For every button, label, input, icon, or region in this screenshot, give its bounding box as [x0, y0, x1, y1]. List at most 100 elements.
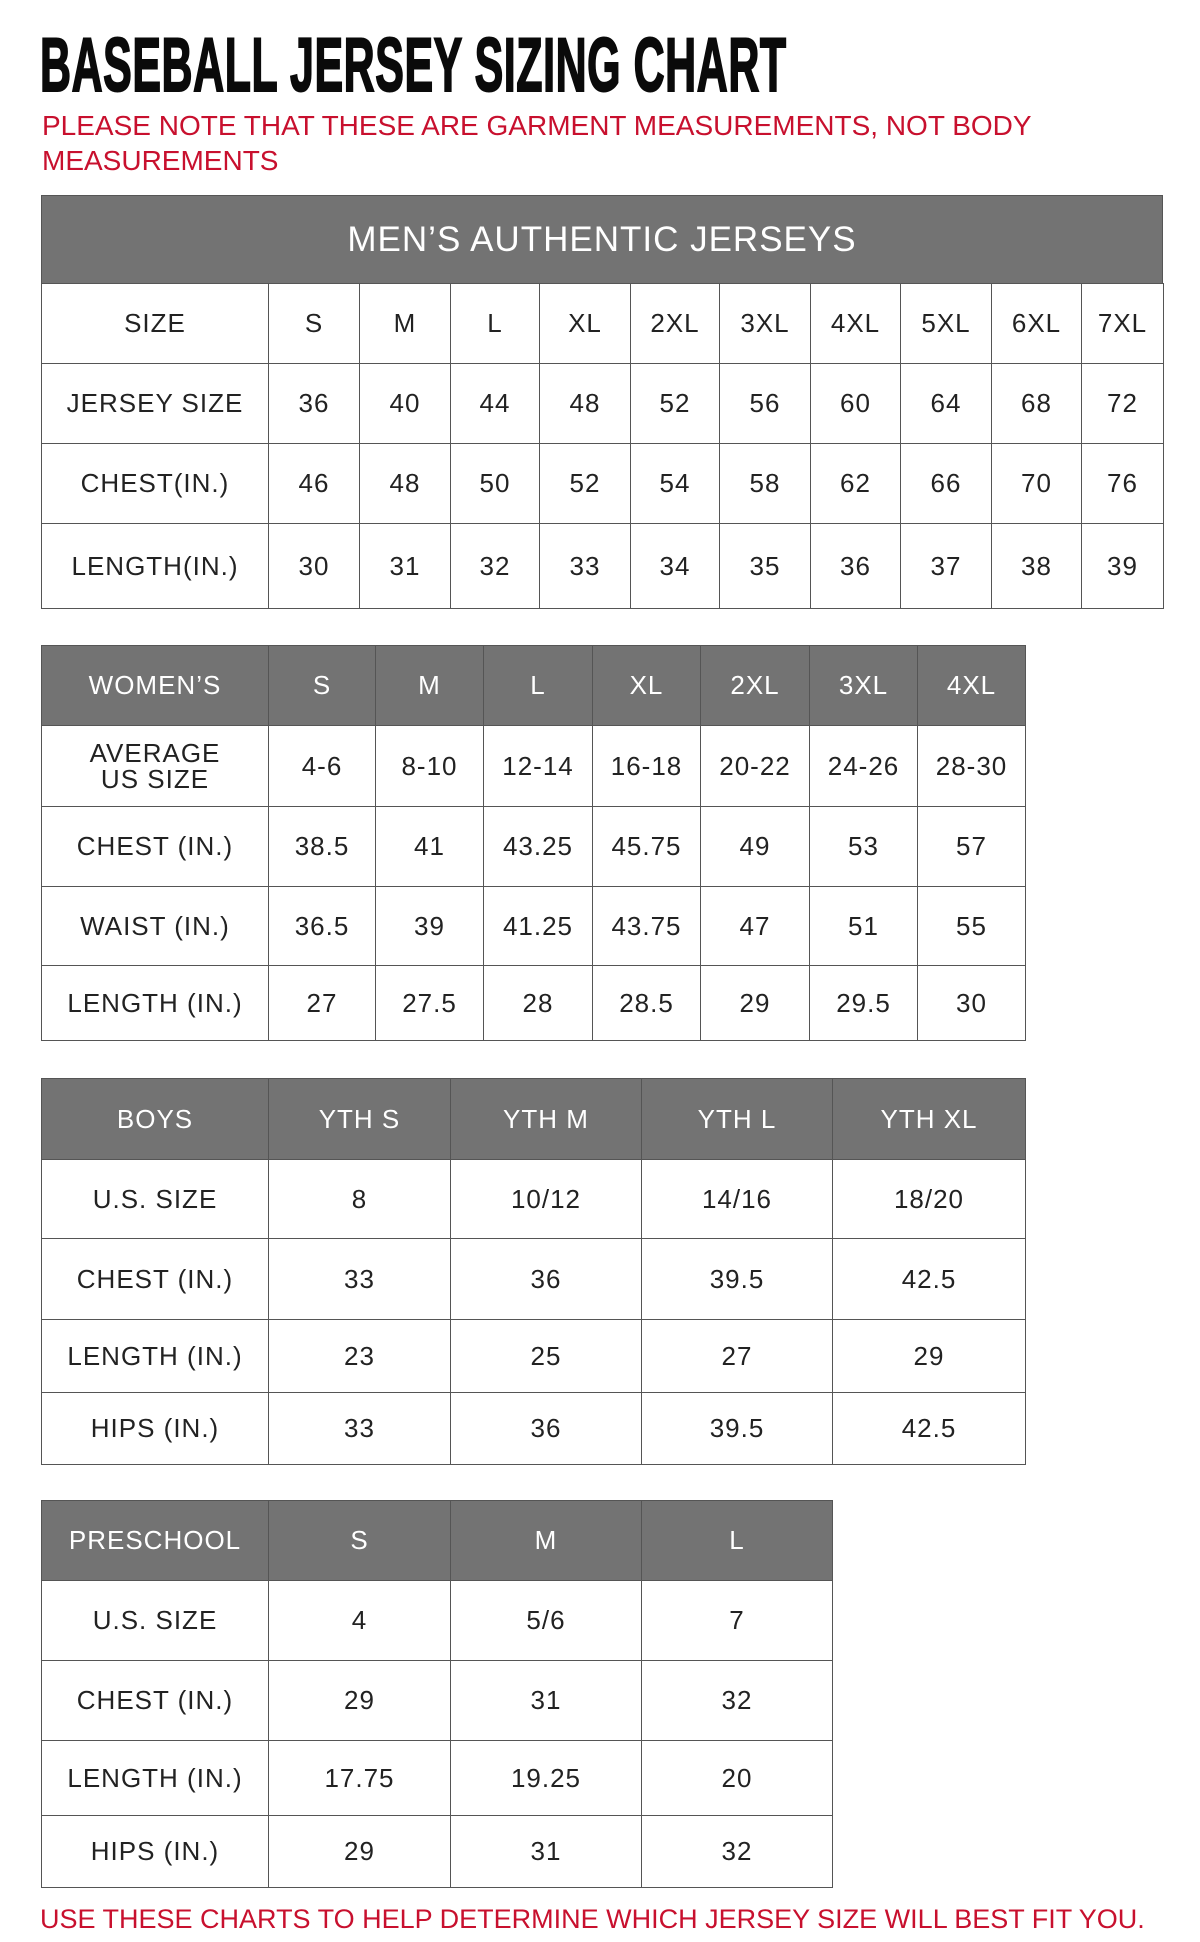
value-cell: 17.75 [268, 1740, 451, 1816]
value-cell: 60 [810, 363, 901, 444]
size-header-cell: 4XL [917, 645, 1026, 726]
value-cell: 48 [539, 363, 631, 444]
size-header-cell: 4XL [810, 283, 901, 364]
value-cell: 35 [719, 523, 811, 609]
value-cell: 39 [375, 886, 484, 966]
row-label-cell: LENGTH (IN.) [41, 965, 269, 1041]
value-cell: 32 [641, 1660, 833, 1741]
row-label-cell: JERSEY SIZE [41, 363, 269, 444]
value-cell: 24-26 [809, 725, 918, 807]
value-cell: 72 [1081, 363, 1164, 444]
size-header-cell: L [641, 1500, 833, 1581]
womens-size-grid: WOMEN’S S M L XL 2XL 3XL 4XL AVERAGE US SIZE 4-6 8… [41, 645, 1026, 1041]
value-cell: 29 [700, 965, 810, 1041]
value-cell: 44 [450, 363, 540, 444]
mens-table: MEN’S AUTHENTIC JERSEYS SIZE S M L XL 2XL 3XL 4… [41, 195, 1164, 609]
value-cell: 51 [809, 886, 918, 966]
value-cell: 41 [375, 806, 484, 887]
row-label-cell: HIPS (IN.) [41, 1815, 269, 1888]
mens-banner: MEN’S AUTHENTIC JERSEYS [41, 195, 1163, 283]
value-cell: 62 [810, 443, 901, 524]
value-cell: 16-18 [592, 725, 701, 807]
size-header-cell: 2XL [630, 283, 720, 364]
value-cell: 52 [539, 443, 631, 524]
value-cell: 31 [450, 1815, 642, 1888]
header-label-cell: BOYS [41, 1078, 269, 1160]
womens-table: WOMEN’S S M L XL 2XL 3XL 4XL AVERAGE US SIZE 4-6 8… [41, 645, 1026, 1041]
value-cell: 38 [991, 523, 1082, 609]
row-label-cell: AVERAGE US SIZE [41, 725, 269, 807]
value-cell: 76 [1081, 443, 1164, 524]
value-cell: 39.5 [641, 1238, 833, 1320]
value-cell: 36 [810, 523, 901, 609]
value-cell: 48 [359, 443, 451, 524]
table-row: HIPS (IN.) 33 36 39.5 42.5 [41, 1392, 1026, 1465]
value-cell: 46 [268, 443, 360, 524]
value-cell: 38.5 [268, 806, 376, 887]
value-cell: 10/12 [450, 1159, 642, 1239]
value-cell: 8 [268, 1159, 451, 1239]
value-cell: 56 [719, 363, 811, 444]
value-cell: 64 [900, 363, 992, 444]
size-header-cell: 5XL [900, 283, 992, 364]
value-cell: 14/16 [641, 1159, 833, 1239]
value-cell: 57 [917, 806, 1026, 887]
value-cell: 25 [450, 1319, 642, 1393]
value-cell: 54 [630, 443, 720, 524]
size-header-cell: S [268, 283, 360, 364]
size-header-cell: 3XL [719, 283, 811, 364]
value-cell: 27 [641, 1319, 833, 1393]
value-cell: 70 [991, 443, 1082, 524]
size-header-cell: XL [539, 283, 631, 364]
page-title: BASEBALL JERSEY SIZING CHART [39, 23, 787, 108]
table-row: CHEST(IN.) 46 48 50 52 54 58 62 66 70 76 [41, 443, 1164, 524]
value-cell: 20-22 [700, 725, 810, 807]
size-header-cell: L [450, 283, 540, 364]
value-cell: 43.25 [483, 806, 593, 887]
value-cell: 41.25 [483, 886, 593, 966]
value-cell: 58 [719, 443, 811, 524]
header-row: WOMEN’S S M L XL 2XL 3XL 4XL [41, 645, 1026, 726]
value-cell: 28.5 [592, 965, 701, 1041]
size-header-cell: 7XL [1081, 283, 1164, 364]
value-cell: 27 [268, 965, 376, 1041]
value-cell: 29.5 [809, 965, 918, 1041]
value-cell: 36 [450, 1238, 642, 1320]
value-cell: 53 [809, 806, 918, 887]
value-cell: 49 [700, 806, 810, 887]
table-row: JERSEY SIZE 36 40 44 48 52 56 60 64 68 72 [41, 363, 1164, 444]
value-cell: 30 [917, 965, 1026, 1041]
table-row: WAIST (IN.) 36.5 39 41.25 43.75 47 51 55 [41, 886, 1026, 966]
row-label-cell: WAIST (IN.) [41, 886, 269, 966]
boys-table: BOYS YTH S YTH M YTH L YTH XL U.S. SIZE 8 10/12… [41, 1078, 1026, 1465]
value-cell: 66 [900, 443, 992, 524]
header-row: PRESCHOOL S M L [41, 1500, 833, 1581]
size-header-cell: YTH L [641, 1078, 833, 1160]
size-header-cell: 6XL [991, 283, 1082, 364]
value-cell: 31 [450, 1660, 642, 1741]
size-header-cell: 3XL [809, 645, 918, 726]
value-cell: 28-30 [917, 725, 1026, 807]
header-row: SIZE S M L XL 2XL 3XL 4XL 5XL 6XL 7XL [41, 283, 1164, 364]
table-row: U.S. SIZE 8 10/12 14/16 18/20 [41, 1159, 1026, 1239]
row-label-cell: CHEST(IN.) [41, 443, 269, 524]
value-cell: 8-10 [375, 725, 484, 807]
size-header-cell: YTH S [268, 1078, 451, 1160]
preschool-table: PRESCHOOL S M L U.S. SIZE 4 5/6 7 CHEST (IN.) 29 3… [41, 1500, 833, 1888]
value-cell: 52 [630, 363, 720, 444]
size-header-cell: M [375, 645, 484, 726]
value-cell: 29 [268, 1815, 451, 1888]
table-row: LENGTH(IN.) 30 31 32 33 34 35 36 37 38 39 [41, 523, 1164, 609]
row-label-cell: LENGTH (IN.) [41, 1319, 269, 1393]
value-cell: 23 [268, 1319, 451, 1393]
table-row: LENGTH (IN.) 23 25 27 29 [41, 1319, 1026, 1393]
table-row: AVERAGE US SIZE 4-6 8-10 12-14 16-18 20-22 24-… [41, 725, 1026, 807]
size-header-cell: S [268, 645, 376, 726]
row-label-cell: U.S. SIZE [41, 1159, 269, 1239]
boys-size-grid: BOYS YTH S YTH M YTH L YTH XL U.S. SIZE 8 10/12… [41, 1078, 1026, 1465]
value-cell: 43.75 [592, 886, 701, 966]
value-cell: 39.5 [641, 1392, 833, 1465]
size-header-cell: M [359, 283, 451, 364]
value-cell: 29 [268, 1660, 451, 1741]
value-cell: 45.75 [592, 806, 701, 887]
